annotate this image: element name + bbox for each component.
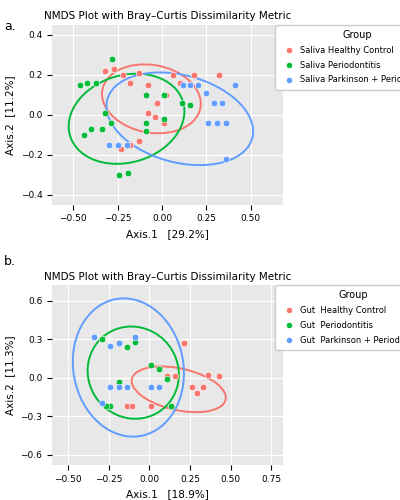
Point [84, 79, 91, 87]
Y-axis label: Axis.2  [11.3%]: Axis.2 [11.3%] [5, 336, 15, 415]
Point [124, 343, 130, 351]
X-axis label: Axis.1   [29.2%]: Axis.1 [29.2%] [126, 229, 209, 239]
Point [116, 339, 122, 347]
Point [168, 402, 174, 410]
Point [116, 170, 123, 178]
Point [200, 382, 206, 390]
Point [164, 372, 170, 380]
Point [176, 79, 183, 87]
Legend: Gut  Healthy Control, Gut  Periodontitis, Gut  Parkinson + Periodontitis: Gut Healthy Control, Gut Periodontitis, … [275, 286, 400, 350]
Point [152, 113, 158, 121]
Point [120, 71, 126, 79]
Point [123, 140, 130, 148]
Point [114, 140, 121, 148]
Point [118, 144, 124, 152]
Point [132, 332, 138, 340]
Point [161, 91, 167, 99]
Point [99, 336, 106, 344]
Point [102, 67, 108, 75]
Point [223, 154, 229, 162]
Point [102, 109, 108, 117]
Point [216, 372, 222, 380]
Point [127, 140, 133, 148]
Point [145, 81, 151, 89]
Point [156, 365, 162, 373]
Point [98, 125, 105, 133]
Point [116, 339, 122, 347]
Point [102, 402, 109, 410]
Point [127, 79, 133, 87]
Point [91, 332, 98, 340]
Point [116, 382, 122, 390]
Title: NMDS Plot with Bray–Curtis Dissimilarity Metric: NMDS Plot with Bray–Curtis Dissimilarity… [44, 12, 291, 22]
Point [188, 382, 195, 390]
X-axis label: Axis.1   [18.9%]: Axis.1 [18.9%] [126, 490, 209, 500]
Point [107, 382, 114, 390]
Point [143, 91, 149, 99]
Point [111, 65, 117, 73]
Point [180, 81, 186, 89]
Point [232, 81, 238, 89]
Point [214, 119, 220, 127]
Legend: Saliva Healthy Control, Saliva Periodontitis, Saliva Parkinson + Periodontitis: Saliva Healthy Control, Saliva Periodont… [275, 25, 400, 90]
Point [210, 99, 217, 107]
Point [162, 91, 169, 99]
Point [125, 168, 132, 176]
Text: b.: b. [4, 255, 16, 268]
Point [223, 119, 229, 127]
Point [136, 69, 142, 77]
Point [148, 402, 154, 410]
Point [164, 375, 170, 383]
Point [205, 371, 211, 379]
Point [156, 382, 162, 390]
Point [132, 338, 138, 346]
Point [88, 125, 94, 133]
Point [156, 382, 162, 390]
Point [143, 119, 149, 127]
Point [77, 81, 84, 89]
Point [107, 402, 114, 410]
Point [154, 99, 160, 107]
Point [93, 79, 100, 87]
Y-axis label: Axis.2  [11.2%]: Axis.2 [11.2%] [5, 75, 15, 154]
Point [81, 131, 87, 139]
Point [124, 402, 130, 410]
Point [99, 400, 106, 407]
Point [187, 101, 194, 109]
Point [161, 119, 167, 127]
Point [191, 71, 197, 79]
Point [216, 71, 222, 79]
Point [180, 339, 187, 347]
Point [205, 119, 211, 127]
Point [178, 99, 185, 107]
Point [194, 389, 200, 397]
Point [203, 89, 210, 97]
Text: a.: a. [4, 20, 16, 33]
Point [136, 136, 142, 144]
Point [107, 119, 114, 127]
Point [128, 402, 135, 410]
Point [161, 115, 167, 123]
Point [109, 55, 116, 63]
Point [145, 109, 151, 117]
Point [143, 127, 149, 135]
Point [148, 361, 154, 369]
Point [116, 378, 122, 386]
Point [194, 81, 201, 89]
Point [148, 382, 154, 390]
Point [107, 342, 114, 349]
Point [106, 140, 112, 148]
Point [187, 81, 194, 89]
Title: NMDS Plot with Bray–Curtis Dissimilarity Metric: NMDS Plot with Bray–Curtis Dissimilarity… [44, 272, 291, 282]
Point [170, 71, 176, 79]
Point [219, 99, 226, 107]
Point [124, 382, 130, 390]
Point [172, 372, 179, 380]
